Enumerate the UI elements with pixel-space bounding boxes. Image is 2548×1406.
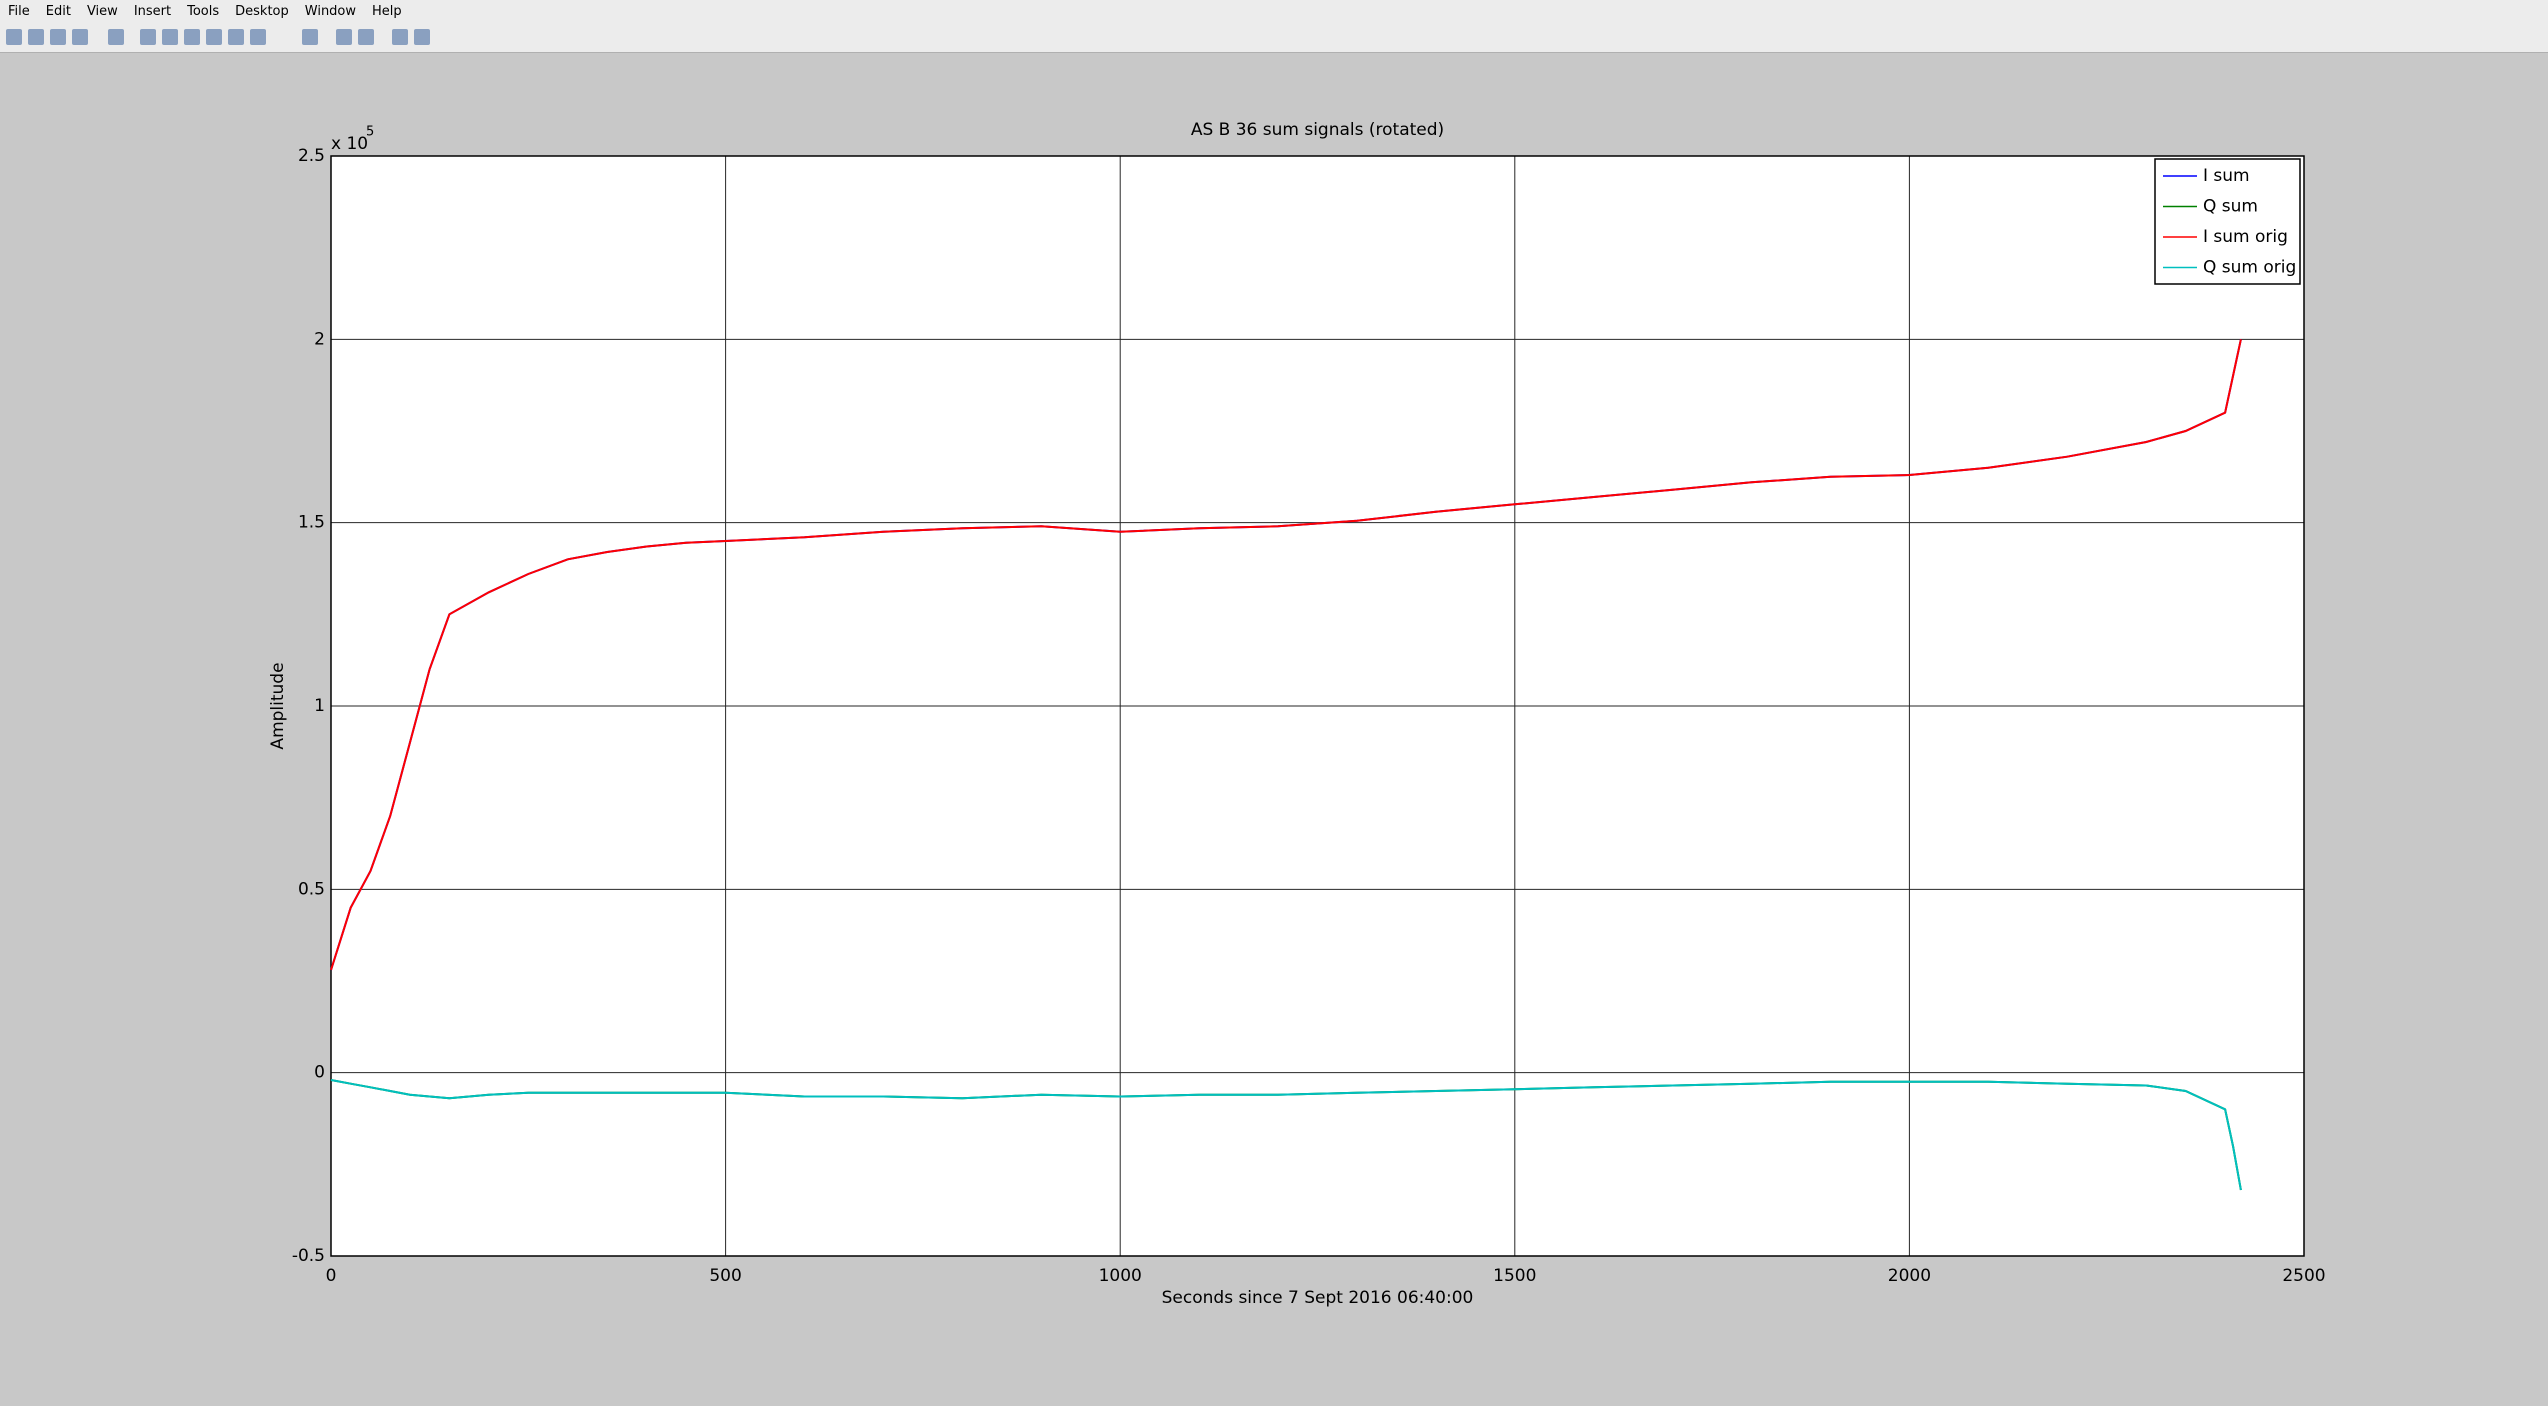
legend: I sum Q sum I sum orig Q sum orig <box>2154 158 2301 285</box>
menu-item[interactable]: Insert <box>133 3 172 19</box>
menu-item[interactable]: Window <box>304 3 357 19</box>
menu-item[interactable]: View <box>86 3 118 19</box>
tool-new[interactable] <box>6 29 22 45</box>
axes-box <box>330 155 2305 1257</box>
y-tick-label: 0 <box>314 1063 325 1083</box>
tool-save[interactable] <box>50 29 66 45</box>
menu-item[interactable]: File <box>8 3 30 19</box>
tool-rotate[interactable] <box>206 29 222 45</box>
tool-legend[interactable] <box>358 29 374 45</box>
legend-label: I sum <box>2203 166 2250 186</box>
y-exponent-base: x 10 <box>331 134 368 154</box>
legend-box <box>2154 158 2301 285</box>
x-tick-label: 2500 <box>2282 1266 2325 1286</box>
legend-label: I sum orig <box>2203 227 2288 247</box>
tool-zoom-out[interactable] <box>162 29 178 45</box>
tool-link[interactable] <box>302 29 318 45</box>
x-tick-label: 500 <box>709 1266 741 1286</box>
tool-brush[interactable] <box>250 29 266 45</box>
tool-zoom-in[interactable] <box>140 29 156 45</box>
tool-hide[interactable] <box>392 29 408 45</box>
x-tick-label: 2000 <box>1888 1266 1931 1286</box>
tool-show[interactable] <box>414 29 430 45</box>
legend-label: Q sum <box>2203 197 2258 217</box>
tool-print[interactable] <box>72 29 88 45</box>
chart-title: AS B 36 sum signals (rotated) <box>1191 120 1444 140</box>
tool-open[interactable] <box>28 29 44 45</box>
y-tick-label: 2 <box>314 329 325 349</box>
x-tick-label: 1500 <box>1493 1266 1536 1286</box>
menu-item[interactable]: Help <box>372 3 402 19</box>
y-axis-label: Amplitude <box>268 662 288 749</box>
toolbar <box>0 22 2548 53</box>
tool-edit[interactable] <box>108 29 124 45</box>
y-tick-label: 2.5 <box>298 146 325 166</box>
legend-label: Q sum orig <box>2203 258 2296 278</box>
menu-item[interactable]: Edit <box>45 3 71 19</box>
menu-item[interactable]: Tools <box>187 3 220 19</box>
y-tick-label: 1 <box>314 696 325 716</box>
menu-item[interactable]: Desktop <box>235 3 289 19</box>
y-exponent-power: 5 <box>366 125 374 140</box>
y-tick-label: -0.5 <box>292 1246 325 1266</box>
y-tick-label: 0.5 <box>298 879 325 899</box>
x-axis-label: Seconds since 7 Sept 2016 06:40:00 <box>1162 1288 1474 1308</box>
tool-datacursor[interactable] <box>228 29 244 45</box>
figure-canvas: 0 500 1000 1500 2000 2500-0.500.511.522.5x 10… <box>268 120 2326 1308</box>
tool-colorbar[interactable] <box>336 29 352 45</box>
data-line <box>330 339 2242 971</box>
data-line <box>330 1079 2242 1191</box>
x-tick-label: 0 <box>326 1266 337 1286</box>
y-tick-label: 1.5 <box>298 513 325 533</box>
x-tick-label: 1000 <box>1099 1266 1142 1286</box>
menu-bar: File Edit View Insert Tools Desktop Window Help <box>0 0 2548 22</box>
tool-pan[interactable] <box>184 29 200 45</box>
